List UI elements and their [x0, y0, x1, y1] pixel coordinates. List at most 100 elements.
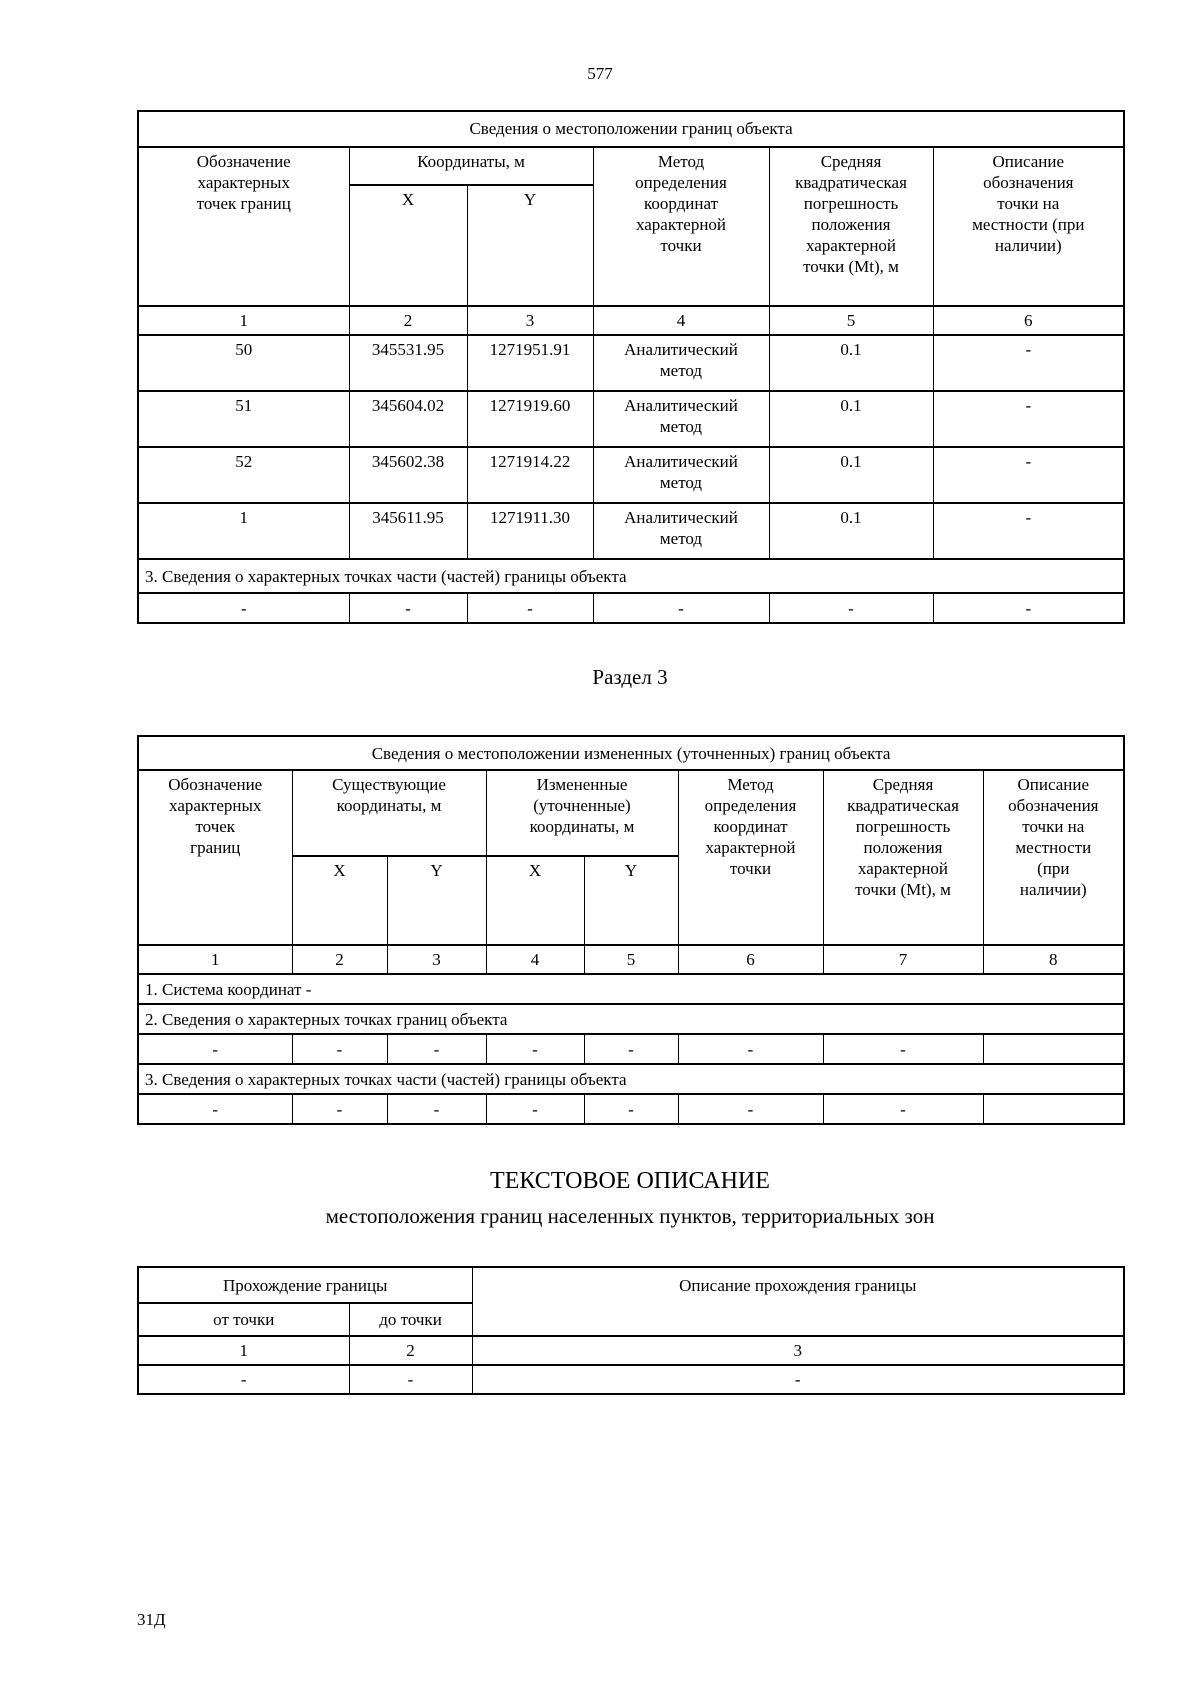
table-row: 1 2 3 4 5 6	[137, 304, 1125, 337]
column-number-cell: 6	[677, 944, 824, 976]
description-cell: -	[932, 390, 1125, 449]
coordinate-x-cell: 345602.38	[348, 446, 468, 505]
error-cell: 0.1	[768, 502, 934, 561]
empty-cell	[982, 1033, 1125, 1066]
coordinate-x-cell: 345611.95	[348, 502, 468, 561]
table1-section3-label: 3. Сведения о характерных точках части (…	[137, 558, 1125, 595]
table1-header-description: Описание обозначения точки на местности …	[932, 146, 1125, 307]
column-number-cell: 5	[768, 304, 934, 337]
table2-section2-label: 2. Сведения о характерных точках границ …	[137, 1003, 1125, 1036]
text-description-title: ТЕКСТОВОЕ ОПИСАНИЕ	[490, 1168, 770, 1195]
column-number-cell: 2	[291, 944, 388, 976]
table-row: - - -	[137, 1364, 1125, 1396]
error-cell: 0.1	[768, 390, 934, 449]
dash-cell: -	[386, 1093, 487, 1126]
dash-cell: -	[348, 592, 468, 625]
table-row: Обозначение характерных точек границ Коо…	[137, 146, 1125, 307]
boundary-points-table: Сведения о местоположении границ объекта…	[137, 110, 1126, 625]
table-row: X Y	[138, 184, 1124, 307]
table-row: 2. Сведения о характерных точках границ …	[137, 1003, 1125, 1036]
column-number-cell: 1	[137, 1335, 350, 1367]
dash-cell: -	[822, 1093, 984, 1126]
table-row: Прохождение границы Описание прохождения…	[137, 1266, 1125, 1338]
column-number-cell: 3	[471, 1335, 1125, 1367]
table1-header-point: Обозначение характерных точек границ	[137, 146, 350, 307]
description-cell: -	[932, 502, 1125, 561]
table-row: - - - - - - -	[137, 1033, 1125, 1066]
document-code: 31Д	[137, 1610, 166, 1630]
table-row: 50 345531.95 1271951.91 Аналитический ме…	[137, 334, 1125, 393]
table-row: от точки до точки	[137, 1302, 1124, 1338]
method-cell: Аналитический метод	[592, 446, 770, 505]
dash-cell: -	[677, 1033, 824, 1066]
column-number-cell: 4	[485, 944, 585, 976]
table1-header-method: Метод определения координат характерной …	[592, 146, 770, 307]
table2-header-y2: Y	[583, 855, 679, 947]
column-number-cell: 5	[583, 944, 679, 976]
dash-cell: -	[137, 1093, 293, 1126]
column-number-cell: 1	[137, 944, 293, 976]
column-number-cell: 7	[822, 944, 984, 976]
dash-cell: -	[592, 592, 770, 625]
table2-header-error: Средняя квадратическая погрешность полож…	[822, 769, 984, 947]
table2-title: Сведения о местоположении измененных (ут…	[137, 735, 1125, 772]
page-number: 577	[587, 64, 613, 83]
table2-header-method: Метод определения координат характерной …	[677, 769, 824, 947]
document-content: Сведения о местоположении границ объекта…	[137, 110, 1126, 1630]
dash-cell: -	[137, 1364, 350, 1396]
dash-cell: -	[137, 592, 350, 625]
table3-header-description: Описание прохождения границы	[471, 1266, 1125, 1338]
coordinate-y-cell: 1271914.22	[466, 446, 594, 505]
column-number-cell: 2	[348, 1335, 473, 1367]
table2-section3-label: 3. Сведения о характерных точках части (…	[137, 1063, 1125, 1096]
table3-header-to-point: до точки	[348, 1302, 473, 1338]
table2-header-changed: Измененные (уточненные) координаты, м	[485, 769, 679, 858]
table2-header-point: Обозначение характерных точек границ	[137, 769, 293, 947]
empty-cell	[982, 1093, 1125, 1126]
dash-cell: -	[583, 1093, 679, 1126]
table2-header-x1: X	[291, 855, 388, 947]
table1-header-y: Y	[466, 184, 594, 307]
dash-cell: -	[348, 1364, 473, 1396]
table3-header-passage: Прохождение границы	[137, 1266, 473, 1305]
table2-header-description: Описание обозначения точки на местности …	[982, 769, 1125, 947]
method-cell: Аналитический метод	[592, 390, 770, 449]
dash-cell: -	[822, 1033, 984, 1066]
coordinate-x-cell: 345604.02	[348, 390, 468, 449]
point-id-cell: 51	[137, 390, 350, 449]
table-row: 1 2 3	[137, 1335, 1125, 1367]
text-description-subtitle: местоположения границ населенных пунктов…	[325, 1204, 935, 1229]
table-row: 1 2 3 4 5 6 7 8	[137, 944, 1125, 976]
changed-boundaries-table: Сведения о местоположении измененных (ут…	[137, 735, 1126, 1126]
column-number-cell: 1	[137, 304, 350, 337]
table-row: 1. Система координат -	[137, 973, 1125, 1006]
table1-title: Сведения о местоположении границ объекта	[137, 110, 1125, 148]
description-cell: -	[932, 334, 1125, 393]
dash-cell: -	[291, 1093, 388, 1126]
table2-header-x2: X	[485, 855, 585, 947]
table-row: 1 345611.95 1271911.30 Аналитический мет…	[137, 502, 1125, 561]
table-row: Обозначение характерных точек границ Сущ…	[137, 769, 1125, 947]
dash-cell: -	[932, 592, 1125, 625]
table2-section1-label: 1. Система координат -	[137, 973, 1125, 1006]
coordinate-x-cell: 345531.95	[348, 334, 468, 393]
table-row: 52 345602.38 1271914.22 Аналитический ме…	[137, 446, 1125, 505]
table-row: X Y X Y	[138, 855, 1124, 947]
point-id-cell: 1	[137, 502, 350, 561]
point-id-cell: 50	[137, 334, 350, 393]
table1-header-x: X	[348, 184, 468, 307]
table1-header-coordinates: Координаты, м	[348, 146, 594, 186]
table-row: 51 345604.02 1271919.60 Аналитический ме…	[137, 390, 1125, 449]
table-row: - - - - - -	[137, 592, 1125, 625]
coordinate-y-cell: 1271911.30	[466, 502, 594, 561]
section-3-heading: Раздел 3	[592, 665, 668, 690]
column-number-cell: 6	[932, 304, 1125, 337]
description-cell: -	[932, 446, 1125, 505]
point-id-cell: 52	[137, 446, 350, 505]
dash-cell: -	[291, 1033, 388, 1066]
boundary-passage-table: Прохождение границы Описание прохождения…	[137, 1266, 1126, 1396]
method-cell: Аналитический метод	[592, 502, 770, 561]
coordinate-y-cell: 1271919.60	[466, 390, 594, 449]
column-number-cell: 2	[348, 304, 468, 337]
